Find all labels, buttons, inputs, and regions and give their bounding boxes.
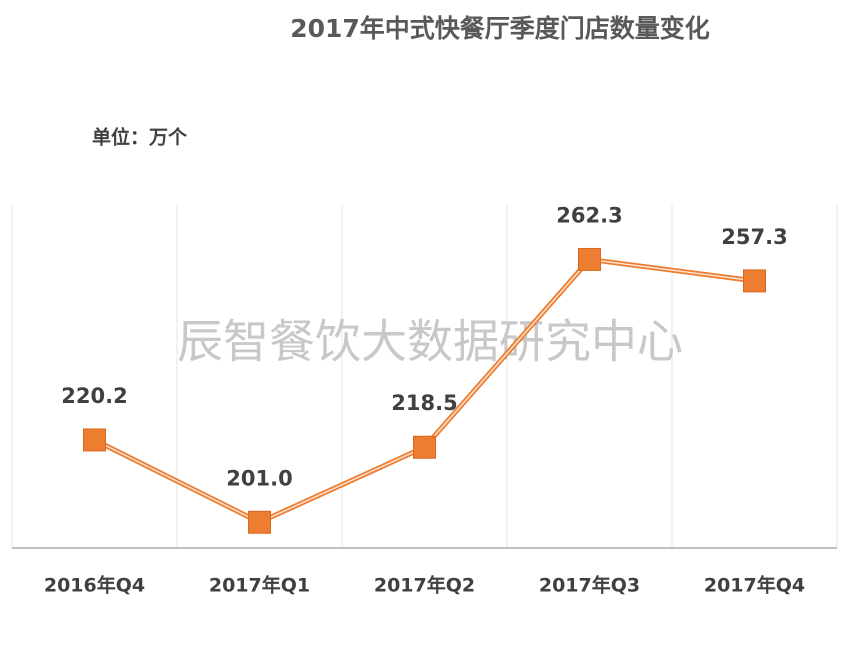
data-label: 201.0	[226, 466, 292, 490]
x-tick-label: 2017年Q2	[374, 574, 475, 597]
data-label: 257.3	[721, 225, 787, 249]
unit-label: 单位：万个	[92, 126, 188, 149]
grid	[11, 205, 838, 548]
marker	[83, 428, 106, 452]
x-tick-label: 2017年Q1	[209, 574, 310, 597]
data-label: 262.3	[556, 203, 622, 227]
x-tick-label: 2017年Q4	[704, 574, 805, 597]
marker	[248, 510, 271, 534]
watermark: 辰智餐饮大数据研究中心	[177, 315, 683, 369]
x-tick-label: 2017年Q3	[539, 574, 640, 597]
chart-title: 2017年中式快餐厅季度门店数量变化	[290, 14, 710, 43]
marker	[413, 435, 436, 459]
data-label: 220.2	[61, 384, 127, 408]
marker	[743, 269, 766, 293]
x-tick-label: 2016年Q4	[44, 574, 145, 597]
marker	[578, 247, 601, 271]
data-label: 218.5	[391, 391, 457, 415]
